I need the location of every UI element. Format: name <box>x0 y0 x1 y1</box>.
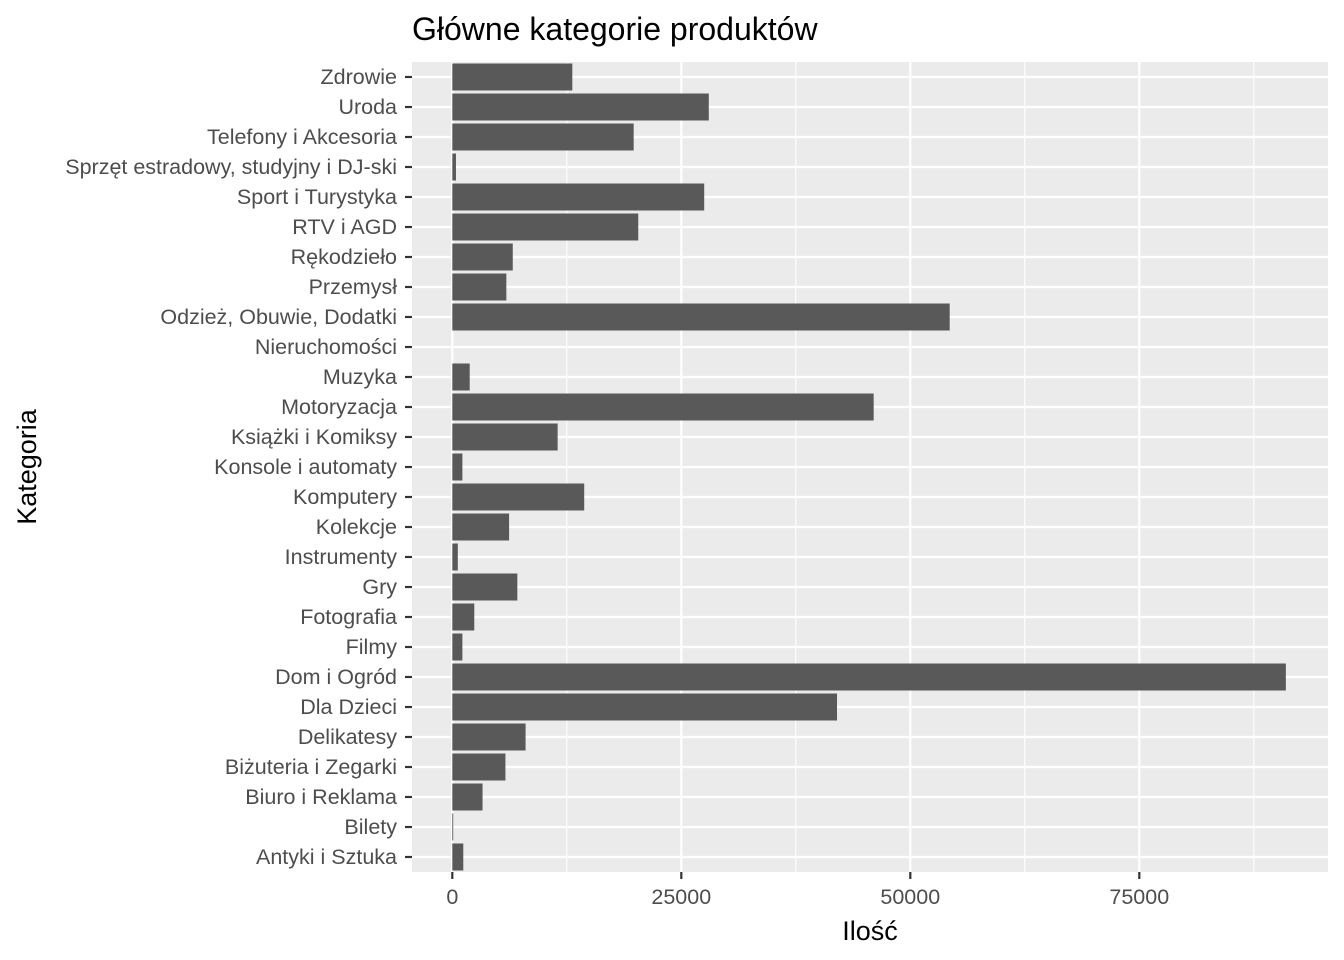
y-tick-label: Rękodzieło <box>291 245 397 269</box>
y-tick-label: Książki i Komiksy <box>231 425 397 449</box>
bar <box>452 633 463 661</box>
y-tick-label: Odzież, Obuwie, Dodatki <box>160 305 397 329</box>
y-tick-label: Muzyka <box>323 365 397 389</box>
bar <box>452 783 483 811</box>
bars <box>452 63 1286 871</box>
y-tick-label: Komputery <box>293 485 397 509</box>
y-tick-label: Nieruchomości <box>255 335 397 359</box>
bar <box>452 423 558 451</box>
bar <box>452 123 634 151</box>
bar <box>452 663 1286 691</box>
x-axis-title: Ilość <box>842 916 898 946</box>
y-tick-label: Fotografia <box>300 605 397 629</box>
y-axis-title: Kategoria <box>12 408 42 525</box>
y-tick-label: Sport i Turystyka <box>237 185 397 209</box>
y-tick-label: Dom i Ogród <box>275 665 397 689</box>
y-tick-label: Instrumenty <box>285 545 398 569</box>
x-tick-label: 75000 <box>1109 885 1169 909</box>
y-tick-label: Biżuteria i Zegarki <box>225 755 397 779</box>
bar <box>452 573 518 601</box>
y-tick-label: Antyki i Sztuka <box>256 845 397 869</box>
y-tick-label: Konsole i automaty <box>214 455 397 479</box>
bar <box>452 603 475 631</box>
bar <box>452 243 513 271</box>
y-tick-label: Kolekcje <box>316 515 397 539</box>
x-tick-label: 25000 <box>651 885 711 909</box>
bar <box>452 153 456 181</box>
bar <box>452 213 639 241</box>
y-tick-label: Uroda <box>338 95 397 119</box>
y-tick-label: Przemysł <box>309 275 398 299</box>
bar <box>452 723 526 751</box>
bar <box>452 63 573 91</box>
y-tick-label: Gry <box>362 575 397 599</box>
y-tick-label: Filmy <box>346 635 398 659</box>
bar <box>452 813 454 841</box>
x-axis: 0 25000 50000 75000 <box>446 872 1169 909</box>
y-tick-label: Telefony i Akcesoria <box>207 125 397 149</box>
chart-title: Główne kategorie produktów <box>412 11 818 47</box>
bar <box>452 453 463 481</box>
bar <box>452 363 470 391</box>
bar <box>452 183 705 211</box>
y-tick-label: Dla Dzieci <box>300 695 397 719</box>
y-tick-label: Biuro i Reklama <box>245 785 397 809</box>
y-tick-label: RTV i AGD <box>292 215 397 239</box>
bar <box>452 483 585 511</box>
bar <box>452 843 464 871</box>
bar <box>452 693 838 721</box>
y-tick-label: Zdrowie <box>321 65 397 89</box>
y-tick-label: Delikatesy <box>298 725 397 749</box>
y-tick-label: Motoryzacja <box>281 395 397 419</box>
bar <box>452 753 506 781</box>
bar <box>452 513 510 541</box>
bar <box>452 543 458 571</box>
y-tick-label: Sprzęt estradowy, studyjny i DJ-ski <box>65 155 397 179</box>
bar <box>452 93 709 121</box>
bar <box>452 303 950 331</box>
x-tick-label: 0 <box>446 885 458 909</box>
bar <box>452 273 507 301</box>
y-axis: Zdrowie Uroda Telefony i Akcesoria Sprzęt e… <box>65 65 412 869</box>
bar <box>452 393 874 421</box>
y-tick-label: Bilety <box>344 815 397 839</box>
x-tick-label: 50000 <box>880 885 940 909</box>
